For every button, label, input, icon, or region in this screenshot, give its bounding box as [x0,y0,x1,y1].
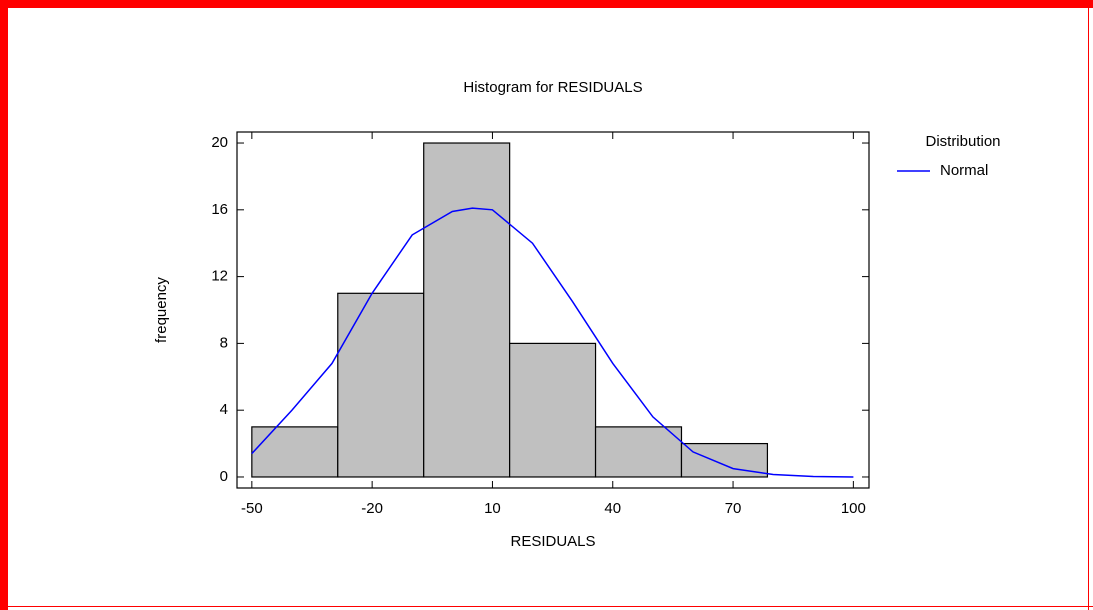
x-tick-label: 70 [725,500,742,517]
bar [251,426,339,478]
y-tick-label: 8 [220,334,228,351]
distribution-curve [251,207,854,478]
y-tick-label: 12 [211,268,228,285]
plot-frame [236,131,870,489]
bar [509,342,597,478]
legend-title: Distribution [925,133,1000,150]
bar [594,426,683,478]
x-axis-label: RESIDUALS [510,533,595,550]
bar [337,292,425,478]
y-tick-label: 20 [211,134,228,151]
y-tick-label: 16 [211,201,228,218]
y-axis-label: frequency [153,277,170,343]
x-tick-label: 40 [604,500,621,517]
y-tick-label: 0 [220,468,228,485]
y-tick-label: 4 [220,401,228,418]
bar [423,142,511,478]
legend-label: Normal [940,162,988,179]
x-tick-label: -20 [361,500,383,517]
chart-title: Histogram for RESIDUALS [463,79,642,96]
x-tick-label: 10 [484,500,501,517]
x-tick-label: -50 [241,500,263,517]
x-tick-label: 100 [841,500,866,517]
